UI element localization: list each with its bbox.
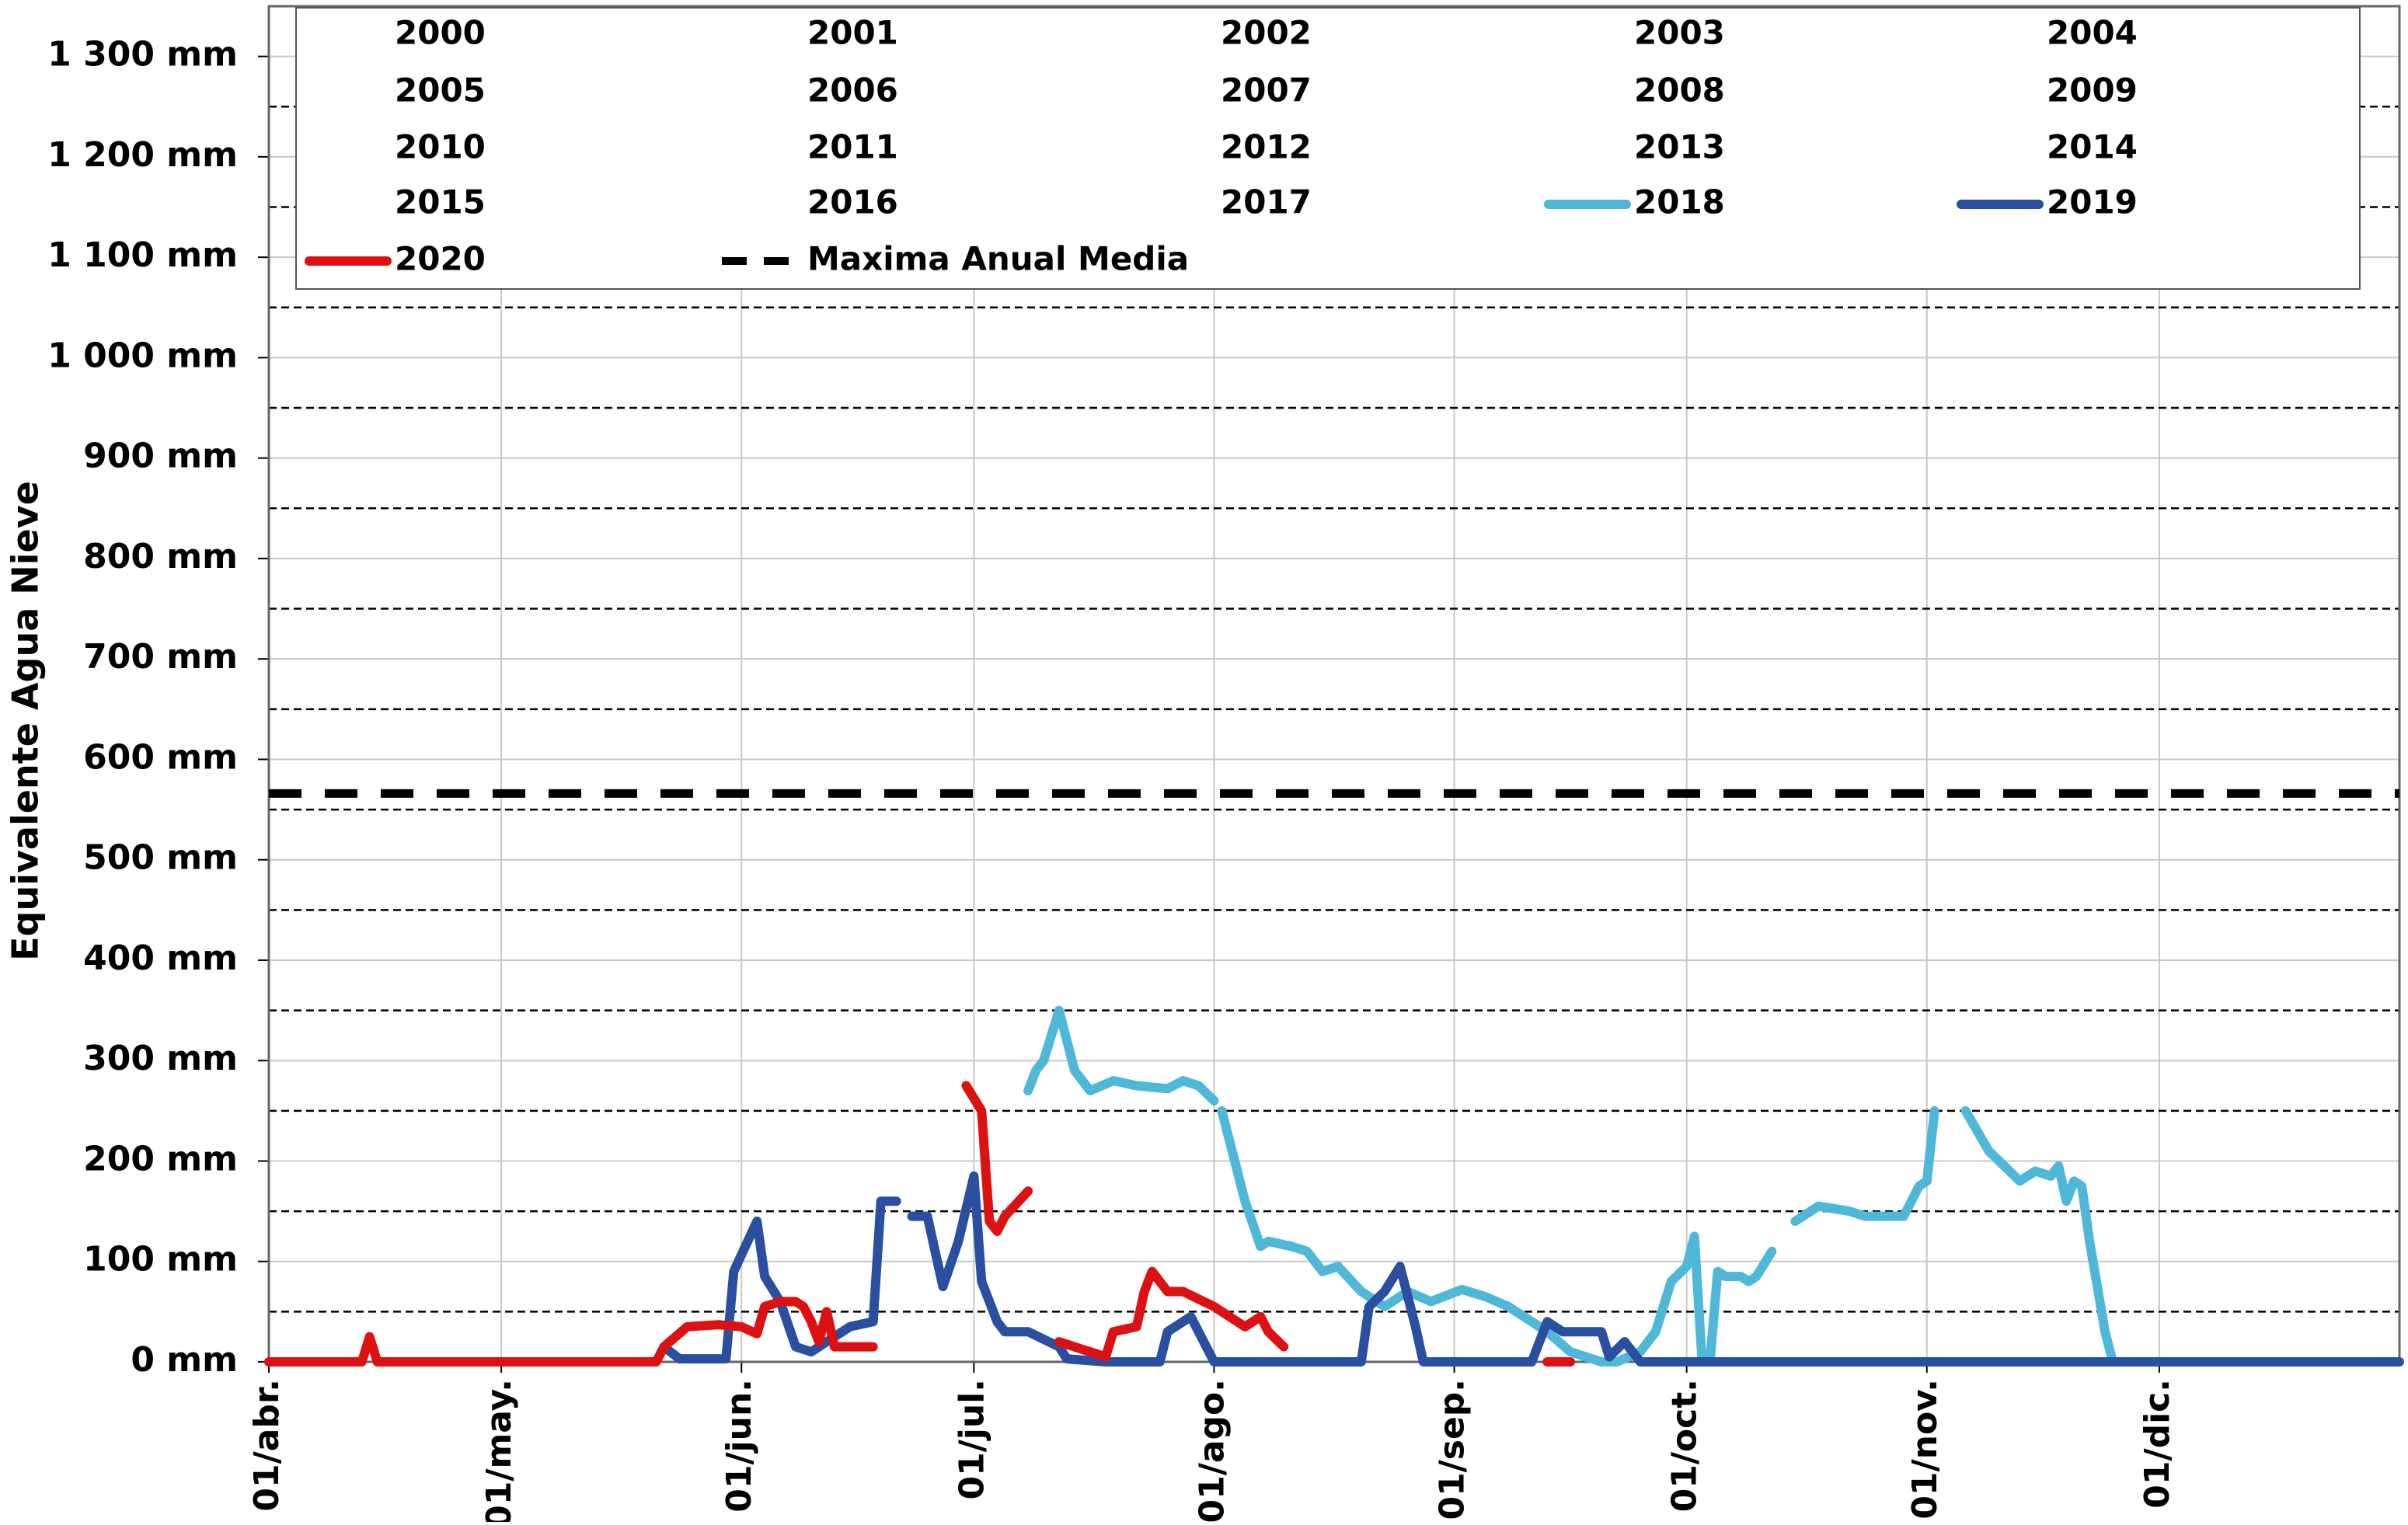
legend-label: 2017: [1221, 183, 1312, 221]
legend-label: 2013: [1634, 128, 1725, 166]
x-tick-label: 01/ago.: [1192, 1379, 1232, 1522]
y-tick-label: 600 mm: [83, 737, 238, 777]
y-axis-label: Equivalente Agua Nieve: [5, 481, 47, 961]
y-tick-label: 1 100 mm: [47, 235, 238, 275]
legend-label: 2003: [1634, 14, 1725, 52]
x-tick-label: 01/may.: [479, 1379, 519, 1522]
y-tick-label: 900 mm: [83, 437, 238, 476]
y-tick-label: 800 mm: [83, 537, 238, 576]
series-line: [264, 1081, 1576, 1367]
y-tick-label: 200 mm: [83, 1139, 238, 1179]
legend-label: 2020: [395, 240, 486, 278]
legend-label: 2008: [1634, 71, 1725, 110]
legend-label: 2018: [1634, 183, 1725, 221]
x-tick-label: 01/abr.: [247, 1379, 287, 1512]
legend: 2000 2001 2002 2003 2004 2005 2006 2007 2008 2009…: [295, 7, 2361, 290]
series-line: [1023, 1005, 2118, 1367]
legend-label: 2007: [1221, 71, 1312, 110]
legend-label: 2006: [807, 71, 898, 110]
legend-label: 2004: [2047, 14, 2138, 52]
y-tick-label: 1 200 mm: [47, 135, 238, 175]
legend-label: 2016: [807, 183, 898, 221]
legend-label: 2011: [807, 128, 898, 166]
y-tick-label: 100 mm: [83, 1240, 238, 1280]
x-tick-label: 01/jun.: [720, 1379, 759, 1513]
legend-label: 2000: [395, 14, 486, 52]
legend-label: 2015: [395, 183, 486, 221]
y-tick-label: 700 mm: [83, 637, 238, 677]
legend-label: 2009: [2047, 71, 2138, 110]
x-tick-label: 01/sep.: [1433, 1379, 1472, 1520]
y-tick-label: 1 000 mm: [47, 336, 238, 375]
y-tick-label: 1 300 mm: [47, 35, 238, 75]
legend-label: 2010: [395, 128, 486, 166]
legend-label: 2019: [2047, 183, 2138, 221]
y-tick-label: 0 mm: [131, 1340, 238, 1380]
legend-label: 2001: [807, 14, 898, 52]
legend-label: 2005: [395, 71, 486, 110]
x-tick-label: 01/jul.: [952, 1379, 991, 1500]
x-tick-label: 01/oct.: [1665, 1379, 1705, 1512]
x-tick-label: 01/dic.: [2138, 1379, 2177, 1509]
y-tick-label: 300 mm: [83, 1039, 238, 1078]
legend-label: 2002: [1221, 14, 1312, 52]
legend-label: Maxima Anual Media: [807, 240, 1189, 278]
series-line: [659, 1171, 2404, 1367]
x-tick-label: 01/nov.: [1905, 1379, 1945, 1520]
legend-box: [295, 7, 2361, 290]
legend-label: 2014: [2047, 128, 2138, 166]
y-tick-label: 400 mm: [83, 938, 238, 978]
y-tick-label: 500 mm: [83, 838, 238, 878]
legend-label: 2012: [1221, 128, 1312, 166]
